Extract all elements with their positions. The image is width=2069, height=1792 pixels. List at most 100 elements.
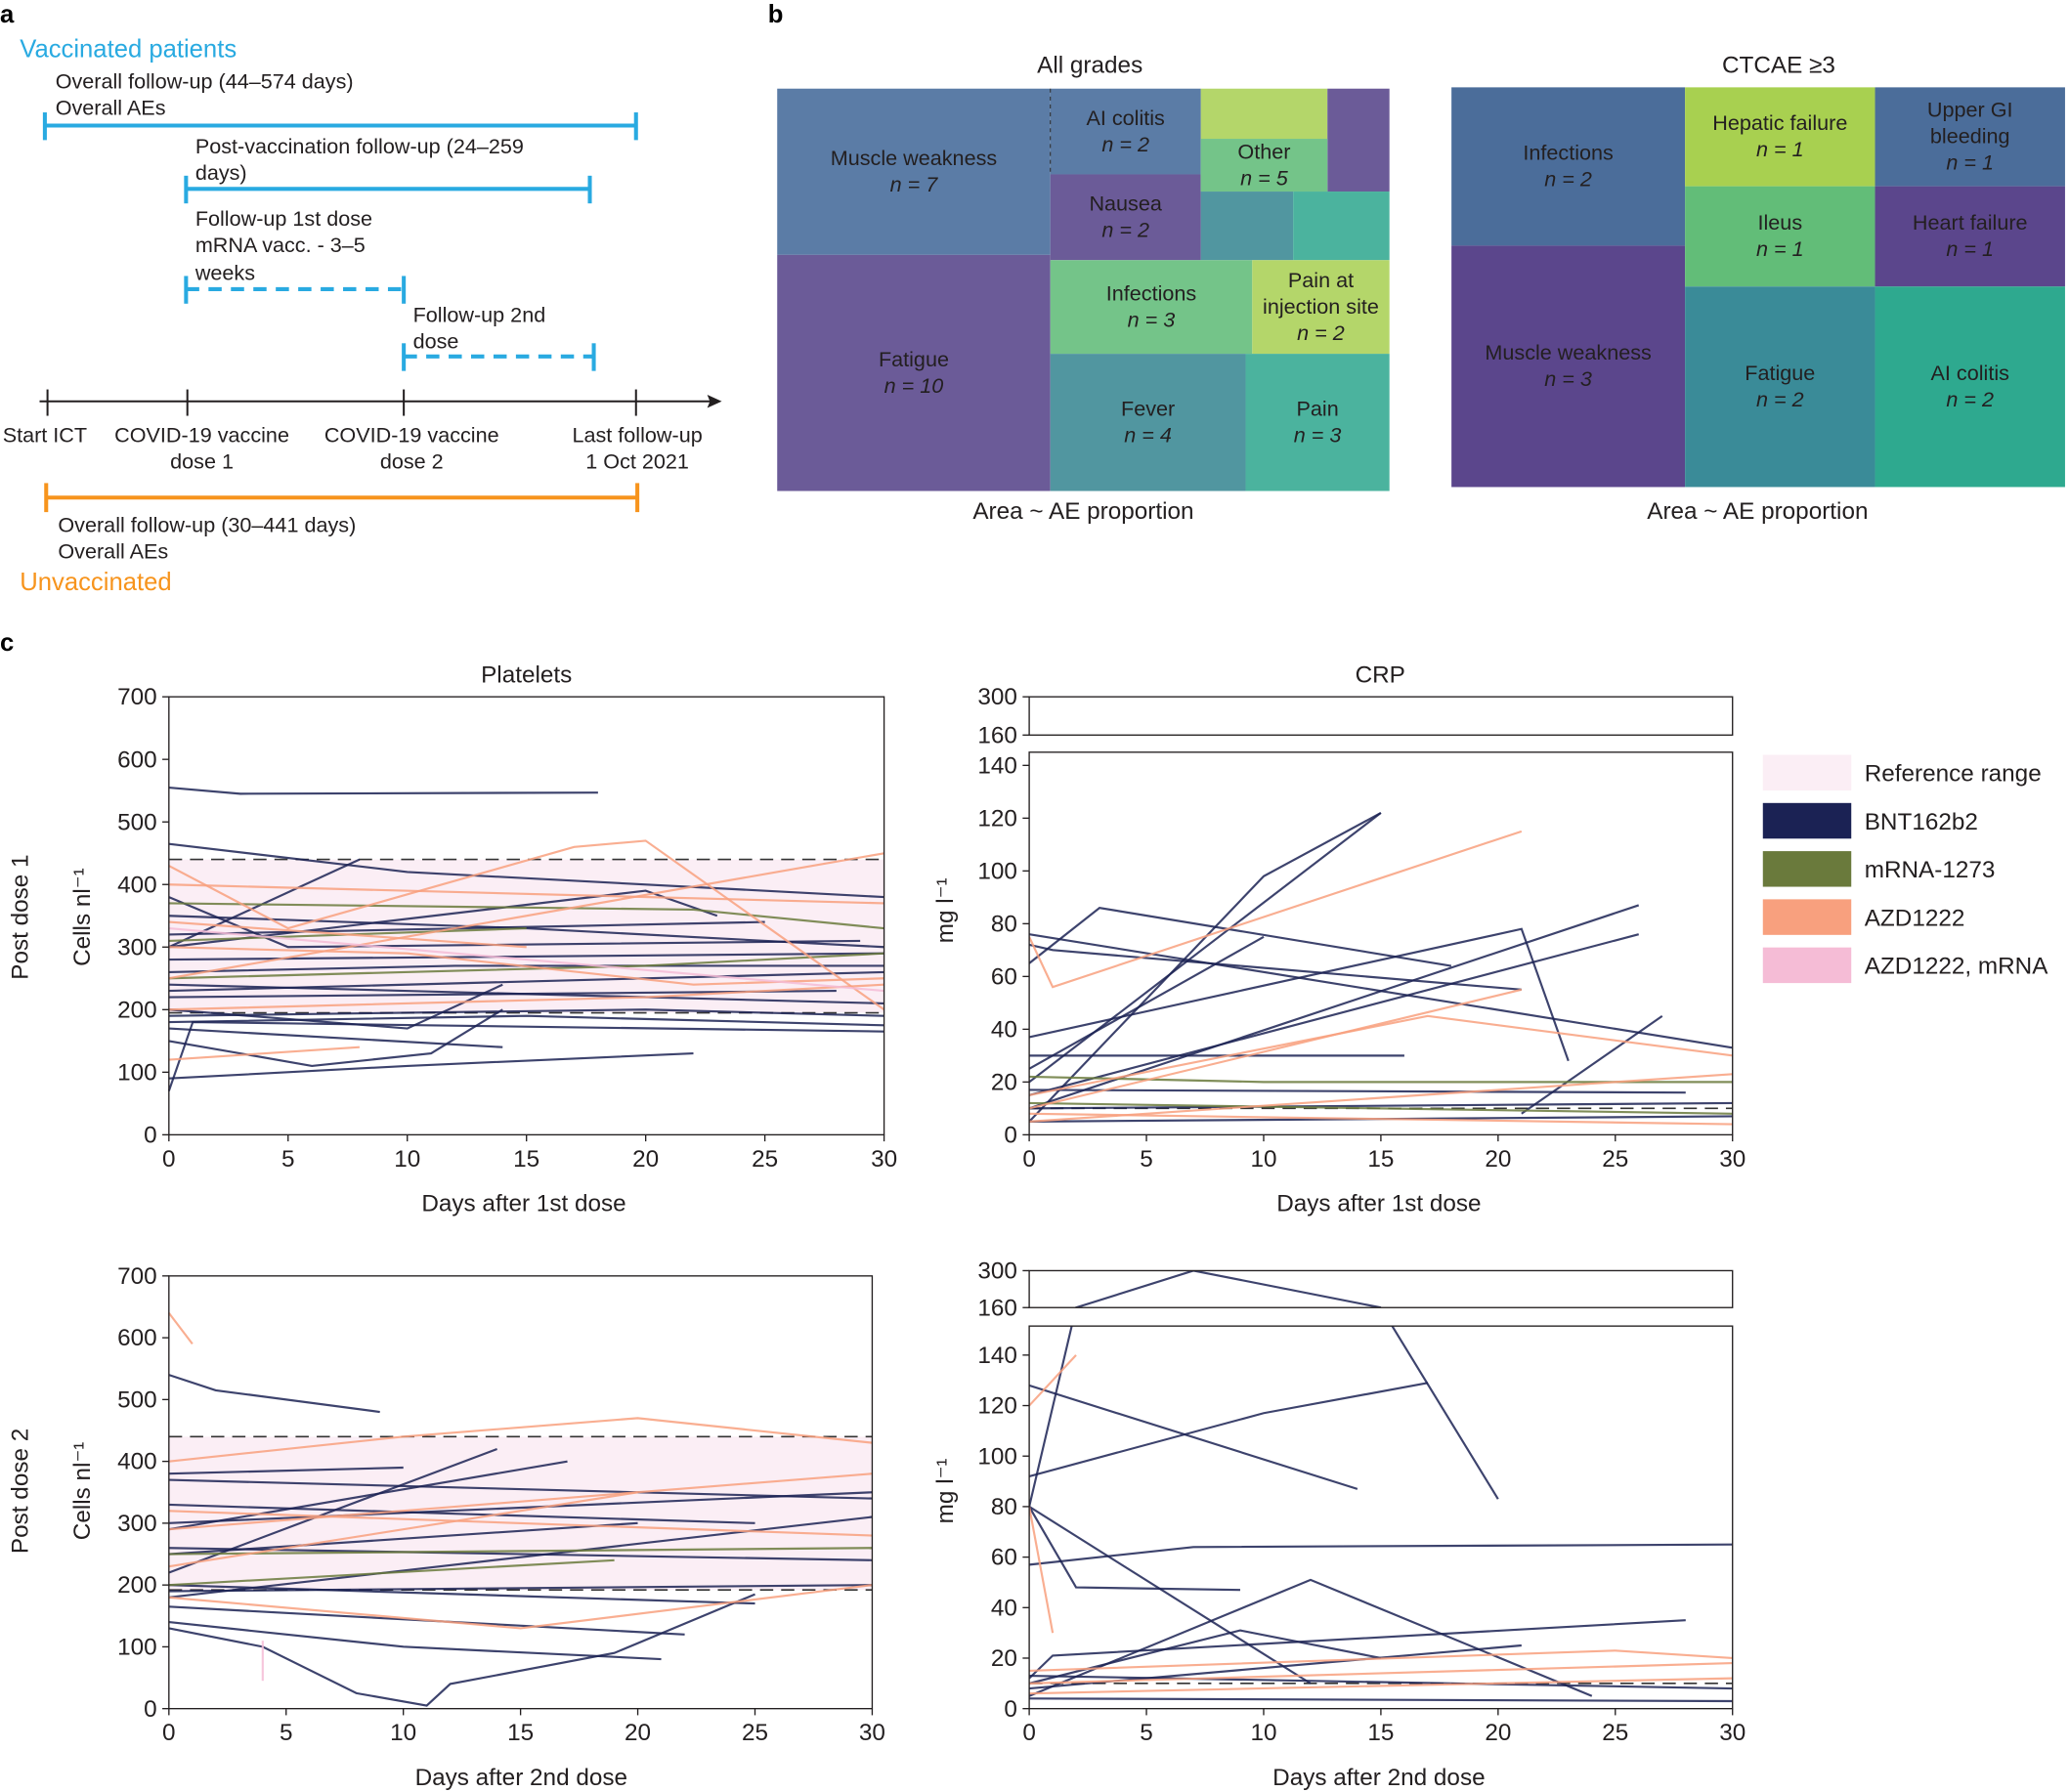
series-line — [168, 952, 884, 980]
treemap-cell — [1451, 87, 1686, 246]
y-tick-label: 700 — [117, 1263, 157, 1290]
series-line — [168, 883, 884, 905]
treemap-cell — [1050, 88, 1201, 175]
x-tick-label: 20 — [625, 1720, 651, 1746]
series-line — [168, 1008, 503, 1067]
x-tick-label: 15 — [1367, 1720, 1394, 1746]
series-line — [1029, 1506, 1055, 1634]
treemap-cell — [1875, 87, 2065, 187]
series-line — [1029, 830, 1523, 989]
x-axis-label: Days after 1st dose — [421, 1191, 625, 1217]
series-line — [1521, 1014, 1663, 1115]
second-dose-label: Follow-up 2nd — [413, 303, 546, 327]
series-line — [1029, 1384, 1358, 1490]
y-tick-label: 300 — [117, 934, 157, 960]
y-tick-label: 80 — [991, 1494, 1017, 1520]
overall-unvacc-bar — [44, 483, 640, 513]
treemap-cell-count: n = 1 — [1756, 137, 1804, 161]
x-tick-label: 5 — [1140, 1720, 1153, 1746]
legend-swatch — [1762, 899, 1852, 935]
series-line — [1029, 1543, 1733, 1566]
y-tick-label: 160 — [977, 722, 1017, 748]
y-tick-label: 120 — [977, 1393, 1017, 1420]
series-line — [168, 1584, 873, 1630]
series-line — [1029, 988, 1523, 1110]
treemap-cell-count: n = 1 — [1946, 236, 1994, 261]
y-tick-label: 40 — [991, 1016, 1017, 1043]
treemap-cell-count: n = 2 — [1544, 167, 1592, 192]
treemap-cell — [1050, 354, 1246, 491]
row-label-dose2: Post dose 2 — [7, 1429, 33, 1554]
series-line — [1029, 935, 1265, 1070]
treemap-cell-label: Ileus — [1758, 210, 1803, 235]
treemap-cell — [1050, 174, 1201, 261]
x-tick-label: 30 — [1719, 1146, 1746, 1173]
treemap-cell-count: n = 2 — [1101, 132, 1149, 156]
y-tick-label: 0 — [144, 1122, 157, 1148]
row-label-dose1: Post dose 1 — [7, 854, 33, 979]
y-tick-label: 700 — [117, 684, 157, 710]
series-line — [168, 839, 885, 1011]
series-line — [1029, 1578, 1593, 1697]
series-line — [168, 920, 765, 936]
x-tick-label: 5 — [281, 1146, 295, 1173]
second-dose-label: dose — [413, 329, 459, 354]
y-tick-label: 40 — [991, 1595, 1017, 1621]
treemap-cell-count: n = 1 — [1756, 236, 1804, 261]
series-line — [1029, 1506, 1312, 1685]
series-line — [1029, 1662, 1733, 1685]
series-line — [168, 1460, 568, 1531]
series-line — [1029, 811, 1382, 1123]
treemap-cell-label: AI colitis — [1086, 106, 1165, 130]
x-tick-label: 0 — [1022, 1720, 1036, 1746]
series-line — [1029, 907, 1452, 967]
unvaccinated-title: Unvaccinated — [20, 569, 171, 596]
y-tick-label: 500 — [117, 809, 157, 835]
x-axis-label: Days after 2nd dose — [1272, 1765, 1485, 1791]
series-line — [168, 983, 884, 1011]
treemap-cell-count: n = 2 — [1946, 387, 1994, 411]
y-tick-label: 0 — [144, 1696, 157, 1723]
post-vacc-label: Post-vaccination follow-up (24–259 — [195, 134, 524, 158]
treemap-cell-label: Other — [1237, 139, 1290, 163]
x-tick-label: 25 — [742, 1720, 768, 1746]
treemap-cell-count: n = 2 — [1297, 320, 1345, 345]
y-tick-label: 140 — [977, 752, 1017, 779]
series-line — [168, 1584, 873, 1593]
treemap-title: All grades — [1037, 53, 1142, 79]
y-tick-label: 100 — [117, 1059, 157, 1086]
treemap-cell — [1685, 87, 1875, 187]
x-tick-label: 10 — [1250, 1146, 1276, 1173]
panel-label-c: c — [0, 629, 14, 657]
panel-label-b: b — [768, 1, 784, 28]
series-line — [168, 889, 718, 949]
series-line — [168, 1491, 638, 1568]
treemap-cell — [777, 254, 1051, 491]
series-line — [168, 927, 884, 993]
y-tick-label: 600 — [117, 747, 157, 773]
y-tick-label: 200 — [117, 997, 157, 1023]
y-tick-label: 200 — [117, 1572, 157, 1599]
series-line — [1029, 1101, 1733, 1115]
treemap-cell — [777, 88, 1051, 255]
series-line — [1029, 1674, 1733, 1690]
series-line — [1029, 1270, 1382, 1508]
series-line — [168, 1547, 873, 1561]
series-line — [1029, 1619, 1686, 1680]
y-tick-label: 300 — [977, 1259, 1017, 1285]
treemap-cell-label: Upper GI — [1927, 98, 2013, 122]
treemap-cell-label: Hepatic failure — [1712, 110, 1847, 135]
series-line — [168, 1515, 873, 1599]
treemap-cell-label: Infections — [1106, 280, 1197, 305]
second-dose-bar — [402, 343, 596, 371]
x-tick-label: 30 — [1719, 1720, 1746, 1746]
series-line — [168, 786, 598, 795]
treemap-cell-label: Muscle weakness — [831, 146, 998, 170]
series-line — [1029, 1354, 1077, 1407]
treemap-caption: Area ~ AE proportion — [1647, 498, 1868, 525]
time-axis — [39, 389, 713, 416]
series-line — [1029, 927, 1570, 1062]
post-vacc-label: days) — [195, 160, 247, 185]
series-line — [1029, 1649, 1733, 1673]
